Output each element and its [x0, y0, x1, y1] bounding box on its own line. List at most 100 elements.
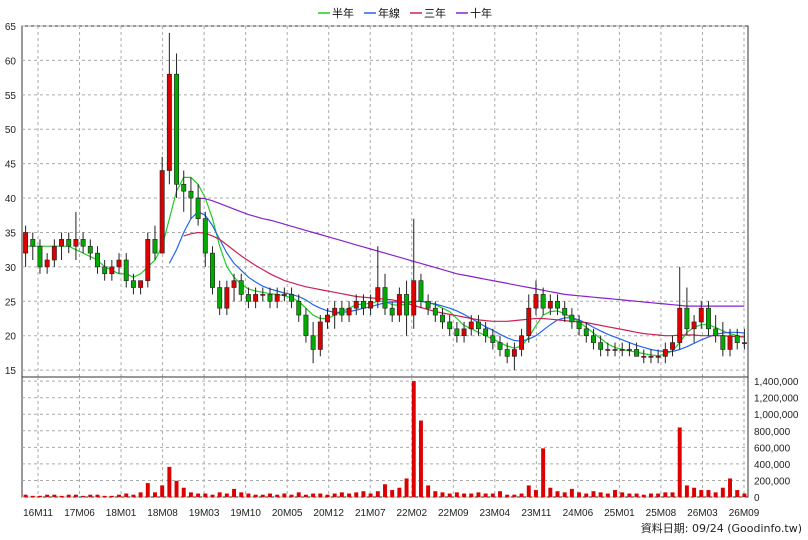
candle-body: [418, 280, 424, 302]
candle: [440, 308, 445, 329]
candle: [483, 321, 489, 343]
candle: [353, 294, 359, 316]
candle-body: [677, 307, 683, 343]
volume-bar: [375, 491, 380, 497]
volume-bar: [411, 381, 416, 497]
volume-bar: [735, 490, 740, 497]
volume-bar: [383, 484, 387, 497]
candle: [44, 253, 50, 274]
candle-body: [519, 335, 525, 350]
x-tick-label: 20M05: [272, 508, 303, 519]
volume-tick-label: 600,000: [754, 443, 791, 454]
legend-item: 年線: [364, 6, 400, 20]
volume-bar: [584, 493, 589, 497]
candle: [454, 321, 460, 343]
candle: [116, 253, 122, 274]
legend-label: 年線: [378, 6, 400, 20]
price-tick-label: 50: [5, 125, 17, 136]
candle: [325, 308, 330, 329]
candle-body: [138, 280, 144, 288]
price-tick-label: 45: [5, 160, 17, 171]
candle: [360, 294, 366, 316]
candle-body: [73, 239, 79, 247]
chart-legend: 半年 年線 三年 十年: [318, 6, 492, 20]
volume-bar: [30, 495, 35, 497]
volume-bar: [670, 492, 675, 497]
volume-bar: [634, 493, 639, 497]
x-tick-label: 22M09: [438, 508, 469, 519]
candle: [152, 225, 158, 260]
candle-body: [576, 321, 582, 330]
candle: [447, 315, 453, 336]
price-tick-label: 15: [5, 366, 17, 377]
candle-body: [389, 307, 395, 316]
candle-body: [267, 294, 273, 302]
candle-body: [174, 73, 180, 185]
volume-bar: [692, 487, 697, 497]
candle: [432, 301, 438, 322]
volume-bar: [605, 493, 610, 497]
candle-body: [540, 294, 546, 309]
volume-bar: [677, 427, 682, 497]
volume-bar: [23, 494, 28, 497]
candle: [166, 32, 172, 185]
candle-body: [37, 245, 43, 268]
candle-body: [547, 300, 553, 309]
candle: [418, 273, 424, 309]
volume-bar: [483, 493, 488, 497]
candle-body: [713, 328, 719, 337]
volume-bar: [131, 494, 136, 497]
legend-label: 三年: [424, 6, 446, 20]
volume-bar: [663, 492, 668, 497]
candle-body: [224, 287, 230, 309]
volume-bar: [318, 493, 323, 497]
candle: [612, 342, 618, 357]
x-tick-label: 22M02: [396, 508, 427, 519]
candle-body: [346, 307, 352, 316]
candle-body: [612, 349, 618, 351]
volume-bar: [742, 493, 747, 497]
candle: [30, 232, 36, 260]
price-tick-label: 60: [5, 56, 17, 67]
candle-body: [483, 328, 489, 337]
candle: [87, 239, 93, 260]
candle: [281, 287, 287, 302]
candle-body: [382, 287, 388, 309]
volume-bar: [533, 490, 538, 497]
candle-body: [670, 342, 675, 350]
price-ticks: 15 20 25 30 35 40 45 50 55 60 65: [5, 22, 17, 377]
candle: [66, 232, 72, 254]
candle-body: [368, 300, 374, 309]
candle: [260, 287, 266, 302]
candle: [461, 321, 467, 343]
candle-body: [569, 314, 575, 323]
volume-bar: [73, 494, 78, 497]
candle: [109, 260, 115, 281]
x-tick-label: 21M07: [355, 508, 386, 519]
candle-body: [289, 294, 295, 302]
ma-line-three-year: [183, 231, 745, 338]
candle-body: [375, 287, 381, 302]
volume-bar: [332, 493, 337, 497]
candle-body: [598, 342, 604, 350]
candle: [23, 225, 29, 267]
volume-bar: [447, 493, 452, 497]
candle: [670, 335, 675, 357]
candle: [555, 294, 560, 316]
volume-bar: [311, 493, 316, 497]
volume-bar: [706, 490, 711, 497]
candle-body: [202, 218, 208, 254]
volume-bar: [426, 485, 431, 497]
volume-ticks: 0 200,000 400,000 600,000 800,000 1,000,000 1,…: [754, 377, 799, 504]
volume-bar: [88, 494, 93, 497]
candle-body: [44, 259, 50, 268]
candle-body: [720, 335, 726, 350]
candle-body: [691, 321, 697, 330]
candle: [339, 301, 345, 322]
volume-bar: [282, 493, 287, 497]
candle-body: [511, 349, 517, 357]
volume-bar: [548, 487, 553, 497]
candle: [691, 315, 697, 343]
volume-bar: [45, 494, 50, 497]
